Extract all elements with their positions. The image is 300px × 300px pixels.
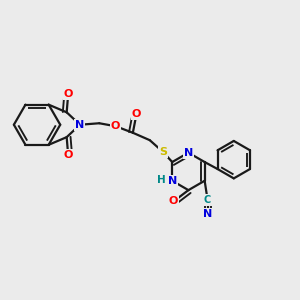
Text: O: O [64,89,73,100]
Text: O: O [111,121,120,131]
Text: N: N [168,176,177,186]
Text: O: O [169,196,178,206]
Text: S: S [159,147,167,157]
Text: O: O [64,150,73,160]
Text: C: C [204,195,211,205]
Text: N: N [75,120,85,130]
Text: O: O [132,109,141,119]
Text: N: N [184,148,193,158]
Text: H: H [157,175,165,185]
Text: N: N [203,209,212,219]
